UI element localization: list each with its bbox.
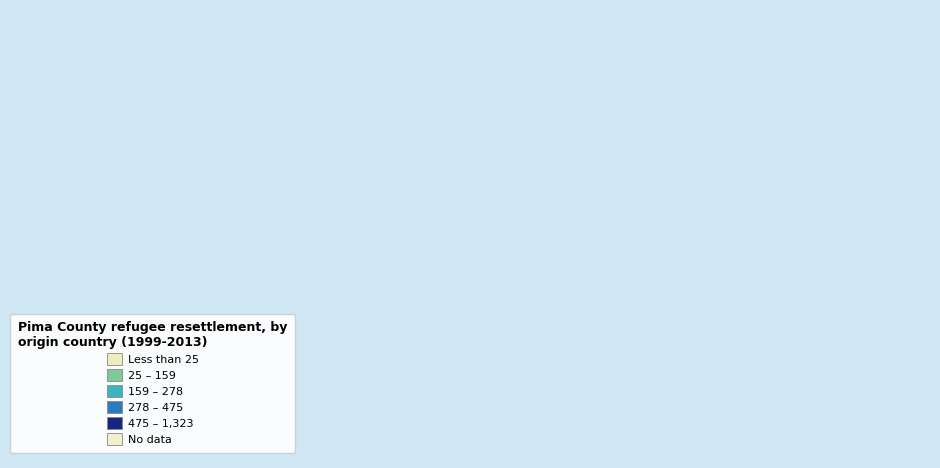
Legend: Less than 25, 25 – 159, 159 – 278, 278 – 475, 475 – 1,323, No data: Less than 25, 25 – 159, 159 – 278, 278 –… (10, 314, 295, 453)
